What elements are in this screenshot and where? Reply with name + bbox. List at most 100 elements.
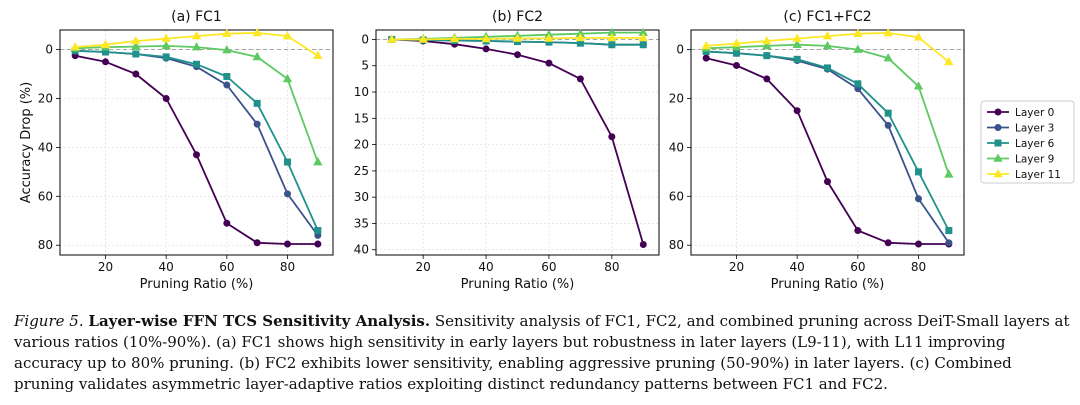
data-point xyxy=(131,35,141,45)
chart-panel-b-fc2: 20 40 60 80 0 5 10 15 20 25 30 35 40 (b) FC2 Pruning R… xyxy=(354,9,660,292)
legend-marker xyxy=(993,153,1003,162)
data-point xyxy=(161,40,171,50)
data-point xyxy=(193,151,200,159)
data-point xyxy=(314,240,322,248)
data-point xyxy=(701,40,711,50)
legend-marker xyxy=(994,124,1002,131)
y-tick-label: 20 xyxy=(354,138,369,152)
legend-marker xyxy=(994,108,1002,116)
data-point xyxy=(191,31,202,40)
chart-title: (a) FC1 xyxy=(171,9,222,25)
y-tick-label: 40 xyxy=(38,140,53,154)
plot-frame xyxy=(59,29,334,256)
series-layer-11 xyxy=(70,27,323,59)
data-point xyxy=(853,28,863,37)
x-tick-label: 40 xyxy=(478,260,493,274)
data-point xyxy=(161,33,171,42)
data-point xyxy=(854,227,862,235)
data-point xyxy=(763,75,771,83)
data-point xyxy=(915,240,922,248)
data-point xyxy=(162,94,170,102)
data-point xyxy=(913,32,924,41)
y-tick-label: 60 xyxy=(38,189,53,203)
data-point xyxy=(284,240,291,248)
data-point xyxy=(284,190,291,198)
x-tick-label: 80 xyxy=(911,260,926,274)
legend-entry-layer-11: Layer 11 xyxy=(987,168,1061,181)
data-point xyxy=(253,99,261,107)
data-point xyxy=(702,54,710,62)
data-point xyxy=(883,53,893,62)
x-axis-label: Pruning Ratio (%) xyxy=(771,277,885,292)
caption-label: Figure 5. xyxy=(14,312,84,330)
data-point xyxy=(70,42,80,51)
series-line-layer-6 xyxy=(75,49,319,231)
data-point xyxy=(793,107,801,115)
data-point xyxy=(575,32,586,42)
plot-frame xyxy=(690,29,965,256)
data-point xyxy=(854,80,862,88)
data-point xyxy=(944,169,954,178)
data-point xyxy=(639,240,647,248)
data-point xyxy=(607,32,617,42)
y-tick-label: 60 xyxy=(669,189,684,203)
data-point xyxy=(762,35,772,45)
y-tick-label: 25 xyxy=(354,164,369,178)
series-layer-0 xyxy=(702,54,953,248)
data-point xyxy=(102,58,109,66)
data-point xyxy=(191,42,202,51)
y-tick-label: 20 xyxy=(38,91,53,105)
data-point xyxy=(639,41,647,49)
x-tick-label: 60 xyxy=(219,260,234,274)
chart-panel-c-fc1-fc2: 20 40 60 80 0 20 40 60 80 (c) FC1+FC2 Pruning Rati… xyxy=(669,9,965,292)
series-layer-11 xyxy=(387,32,648,43)
data-point xyxy=(884,109,892,117)
data-point xyxy=(314,227,322,235)
series-line-layer-0 xyxy=(705,57,949,245)
data-point xyxy=(793,55,801,63)
series-line-layer-9 xyxy=(706,43,950,175)
data-point xyxy=(132,70,140,78)
x-axis-label: Pruning Ratio (%) xyxy=(140,277,254,292)
y-tick-label: 40 xyxy=(354,243,369,257)
data-point xyxy=(223,219,231,227)
y-tick-label: 5 xyxy=(361,59,369,73)
data-point xyxy=(884,239,892,247)
x-axis-label: Pruning Ratio (%) xyxy=(461,277,575,292)
data-point xyxy=(608,133,616,141)
data-point xyxy=(883,27,893,37)
data-point xyxy=(944,56,954,66)
legend-label: Layer 9 xyxy=(1015,154,1054,166)
data-point xyxy=(193,60,200,68)
data-point xyxy=(853,44,863,53)
data-point xyxy=(449,33,460,43)
x-tick-label: 80 xyxy=(604,260,619,274)
data-point xyxy=(222,28,232,37)
data-point xyxy=(945,227,953,235)
data-point xyxy=(253,120,261,128)
data-point xyxy=(945,239,953,247)
data-point xyxy=(162,53,170,61)
chart-title: (b) FC2 xyxy=(492,9,543,25)
data-point xyxy=(638,32,648,42)
series-line-layer-6 xyxy=(706,50,950,231)
data-point xyxy=(512,33,523,42)
data-point xyxy=(824,178,831,186)
y-tick-label: 15 xyxy=(354,111,369,125)
y-tick-label: 10 xyxy=(354,85,369,99)
x-tick-label: 60 xyxy=(850,260,865,274)
series-layer-9 xyxy=(70,40,323,166)
data-point xyxy=(222,45,232,54)
data-point xyxy=(223,81,231,89)
data-point xyxy=(792,39,802,48)
y-axis-label: Accuracy Drop (%) xyxy=(19,82,34,203)
data-point xyxy=(481,33,491,43)
data-point xyxy=(284,158,291,166)
legend-label: Layer 11 xyxy=(1015,169,1061,181)
data-point xyxy=(131,41,141,50)
data-point xyxy=(387,34,397,43)
data-point xyxy=(733,49,740,57)
y-tick-label: 80 xyxy=(669,238,684,252)
data-point xyxy=(313,157,323,166)
y-tick-label: 0 xyxy=(676,43,684,57)
